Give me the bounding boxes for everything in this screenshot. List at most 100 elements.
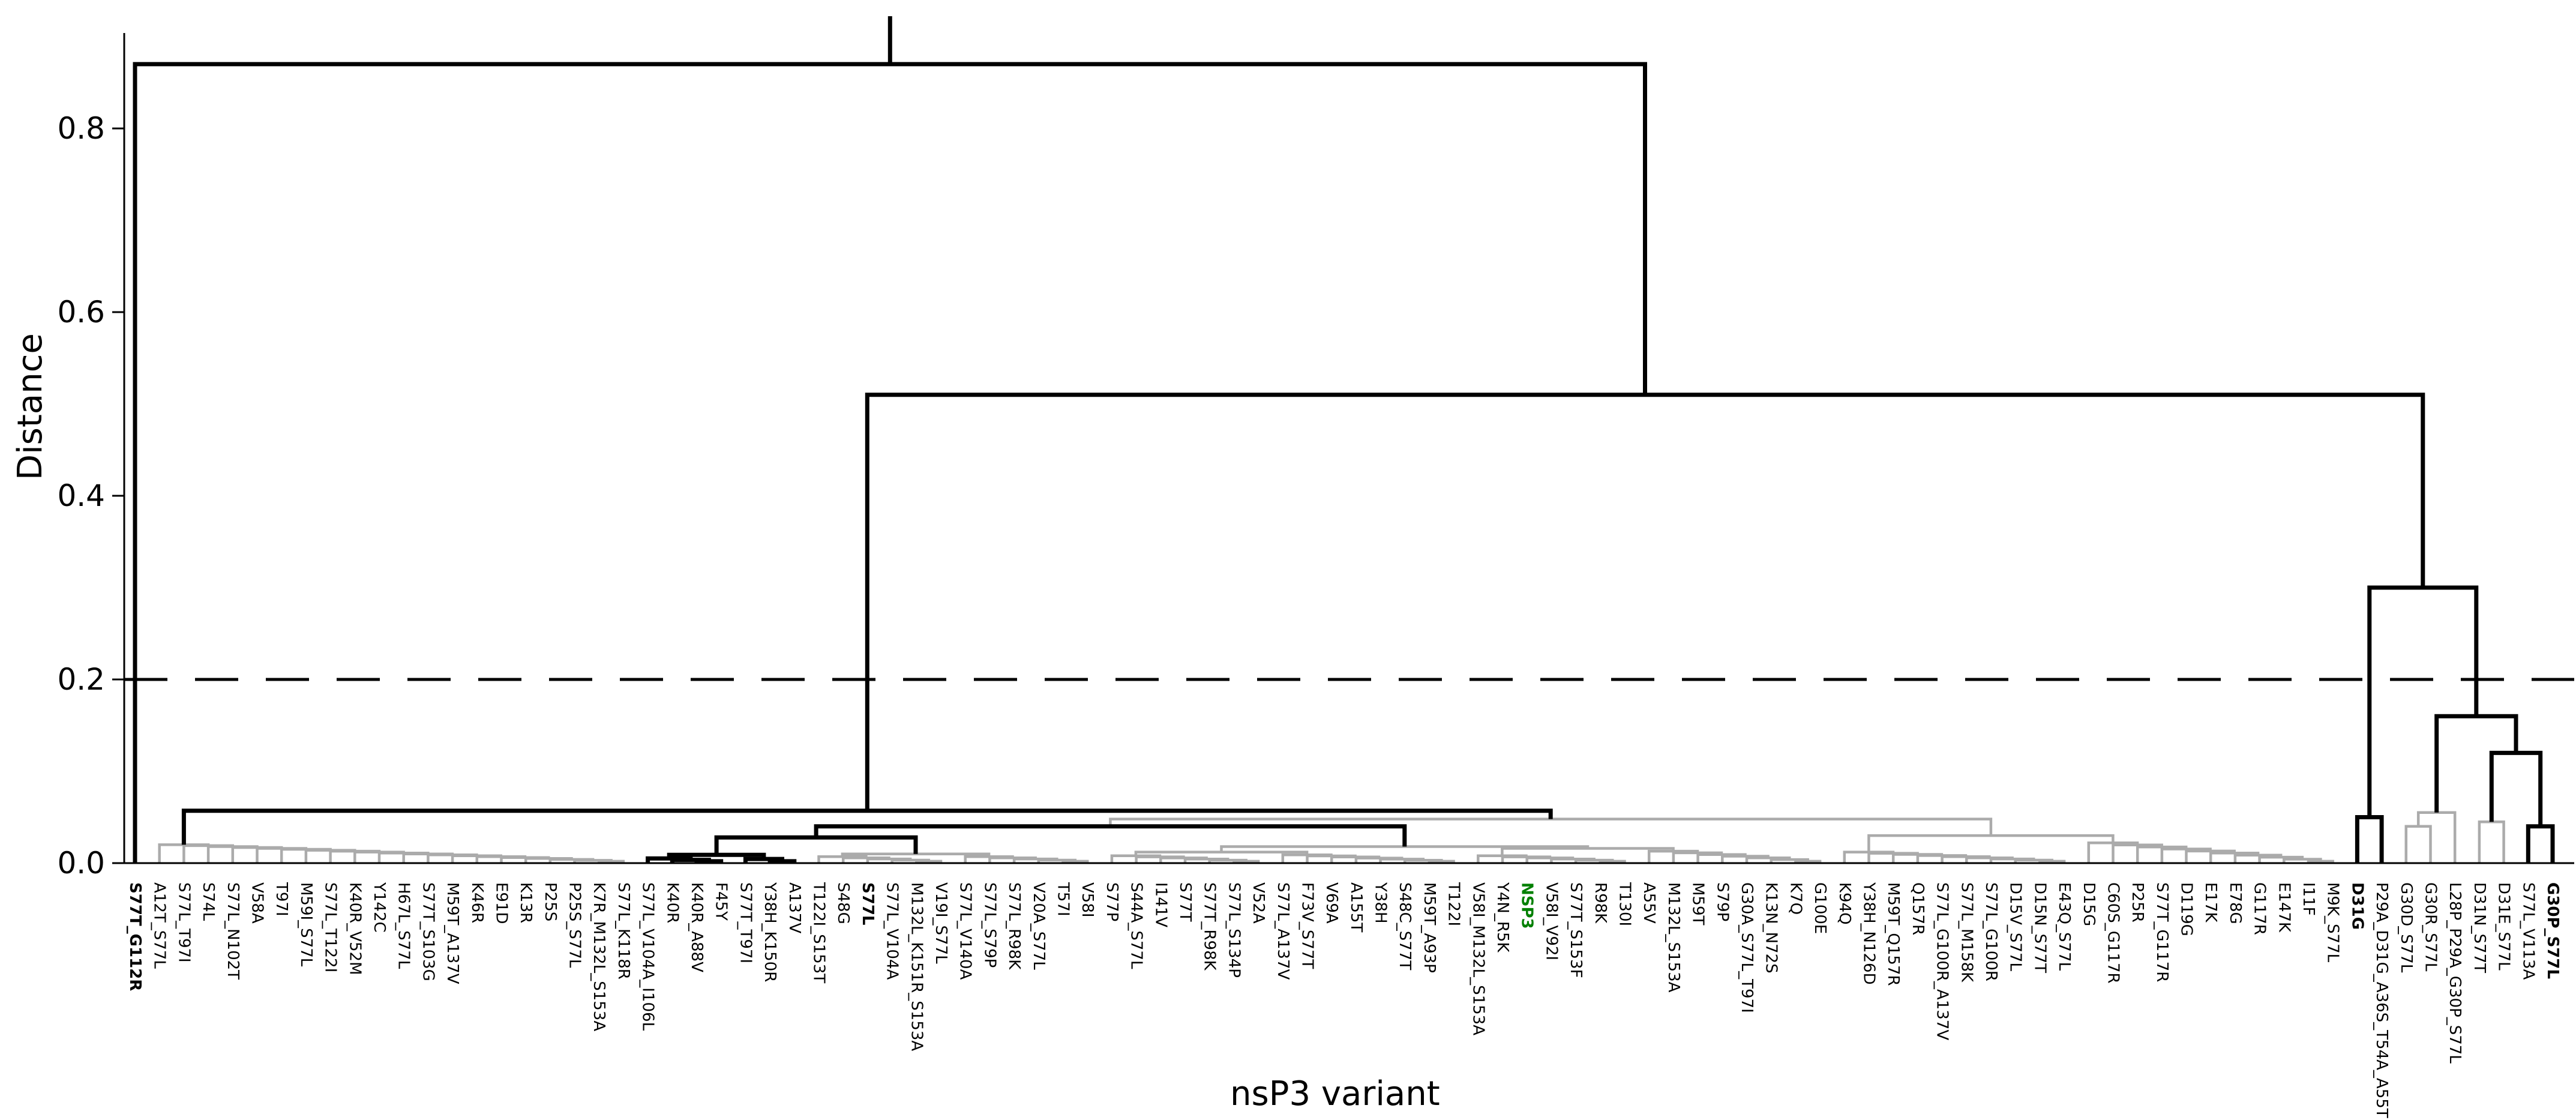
dendrogram-link-black	[2489, 750, 2543, 826]
dendrogram-link-gray	[1721, 855, 1770, 863]
leaf-label: S77L_K118R	[614, 882, 632, 980]
leaf-label: E91D	[493, 882, 511, 924]
leaf-label: S77L_A137V	[1274, 882, 1292, 980]
leaf-label: S77L_G100R	[1982, 882, 2000, 981]
y-tick-label: 0.0	[57, 846, 105, 881]
leaf-label: S79P	[1713, 882, 1731, 921]
leaf-label: S77L_T122I	[322, 882, 340, 972]
leaf-label: S77T_T97I	[736, 882, 754, 963]
leaf-label: Y38H_K150R	[761, 882, 779, 982]
y-tick-label: 0.4	[57, 478, 105, 513]
dendrogram-link-gray	[2404, 825, 2432, 863]
y-tick-label: 0.6	[57, 295, 105, 330]
leaf-label: S77T_S103G	[419, 882, 437, 981]
leaf-label: C60S_G117R	[2104, 882, 2122, 984]
leaf-label: S77T	[1176, 882, 1194, 922]
dendrogram-link-black	[865, 393, 2425, 811]
leaf-label: G117R	[2251, 882, 2269, 935]
leaf-label: K40R_A88V	[688, 882, 706, 972]
leaf-label: M59T_A137V	[443, 882, 461, 984]
leaf-label: R98K	[1591, 882, 1609, 924]
y-axis-title: Distance	[11, 333, 50, 480]
leaf-label: P29A_D31G_A36S_T54A_A55T	[2373, 882, 2391, 1118]
leaf-label: K13N_N72S	[1762, 882, 1780, 974]
leaf-label: S77L_S79P	[980, 882, 998, 968]
leaf-label: G30P_S77L	[2544, 882, 2562, 979]
leaf-label: S77L_G100R_A137V	[1933, 882, 1951, 1040]
leaf-label: Y38H	[1372, 882, 1390, 924]
leaf-label: S77L_S134P	[1225, 882, 1243, 978]
leaf-label: D31E_S77L	[2495, 882, 2513, 971]
leaf-label: T130I	[1616, 882, 1634, 926]
leaf-label: S77L_V140A	[956, 882, 974, 980]
leaf-label: S77T_G117R	[2153, 882, 2171, 982]
y-tick-label: 0.2	[57, 662, 105, 697]
leaf-label: P25S_S77L	[566, 882, 584, 968]
leaf-label: V69A	[1323, 882, 1341, 924]
leaf-label: D15V_S77L	[2007, 882, 2025, 971]
leaf-label: Q157R	[1909, 882, 1927, 935]
leaf-label: M59T_A93P	[1420, 882, 1438, 973]
leaf-label: V58I	[1078, 882, 1096, 918]
leaf-label: D119G	[2178, 882, 2196, 936]
dendrogram-link-black	[2434, 714, 2518, 813]
leaf-label: A137V	[785, 882, 803, 933]
leaf-label: S77T_G112R	[126, 882, 144, 991]
leaf-label: S77L_V104A	[883, 882, 901, 980]
dendrogram-link-black	[2355, 815, 2384, 863]
dendrogram-link-black	[133, 62, 1647, 863]
leaf-label: P25S	[541, 882, 559, 921]
leaf-label: G30R_S77L	[2422, 882, 2440, 972]
dendrogram-link-black	[2526, 824, 2555, 863]
leaf-label: NSP3	[1518, 882, 1536, 929]
leaf-label: V20A_S77L	[1030, 882, 1048, 970]
leaf-label: T57I	[1054, 882, 1072, 917]
dendrogram-link-gray	[2478, 820, 2505, 863]
dendrogram-link-black	[714, 835, 918, 855]
leaf-label: S77T_S153F	[1567, 882, 1585, 978]
leaf-label: E17K	[2202, 882, 2220, 923]
leaf-label: G30D_S77L	[2397, 882, 2415, 973]
dendrogram-link-gray	[1134, 851, 1309, 856]
leaf-label: D15G	[2080, 882, 2098, 926]
dendrogram-link-gray	[2233, 854, 2283, 863]
y-tick-label: 0.8	[57, 111, 105, 146]
leaf-label: S77L_T97I	[175, 882, 193, 963]
leaf-label: F73V_S77T	[1299, 882, 1317, 969]
leaf-label: A55V	[1640, 882, 1658, 924]
leaf-label: K7Q	[1786, 882, 1804, 915]
leaf-label: S77L	[859, 882, 877, 925]
leaf-label: S77L_R98K	[1005, 882, 1023, 970]
leaf-label: S77L_V104A_I106L	[639, 882, 657, 1031]
leaf-label: G30A_S77L_T97I	[1738, 882, 1756, 1013]
leaf-label: K13R	[517, 882, 535, 923]
leaf-label: K46R	[468, 882, 486, 923]
leaf-label: K40R_V52M	[346, 882, 364, 975]
dendrogram-link-black	[814, 824, 1407, 847]
dendrogram-link-gray	[1867, 834, 2115, 852]
leaf-label: M59T_Q157R	[1884, 882, 1902, 986]
leaf-label: S77L_N102T	[224, 882, 242, 980]
leaf-label: V58I_M132L_S153A	[1469, 882, 1487, 1035]
leaf-label: M59T	[1689, 882, 1707, 926]
leaf-label: V58I_V92I	[1542, 882, 1560, 960]
leaf-label: P25R	[2128, 882, 2146, 923]
leaf-label: E43Q_S77L	[2055, 882, 2073, 971]
leaf-label: L28P_P29A_G30P_S77L	[2446, 882, 2464, 1064]
leaf-label: S48G	[834, 882, 852, 924]
leaf-label: T97I	[272, 882, 290, 917]
leaf-label: V19I_S77L	[932, 882, 950, 964]
leaf-label: K94Q	[1836, 882, 1854, 925]
leaf-label: D15N_S77T	[2031, 882, 2049, 973]
leaf-label: F45Y	[712, 882, 730, 921]
leaf-label: G100E	[1811, 882, 1829, 934]
leaf-label: S77L_V113A	[2519, 882, 2537, 980]
leaf-label: A12T_S77L	[151, 882, 169, 969]
x-axis-title: nsP3 variant	[1230, 1074, 1440, 1113]
leaf-label: S74L	[199, 882, 217, 921]
leaf-label: V58A	[248, 882, 266, 924]
leaf-label: S77T_R98K	[1201, 882, 1219, 971]
leaf-label: D31N_S77T	[2470, 882, 2488, 973]
